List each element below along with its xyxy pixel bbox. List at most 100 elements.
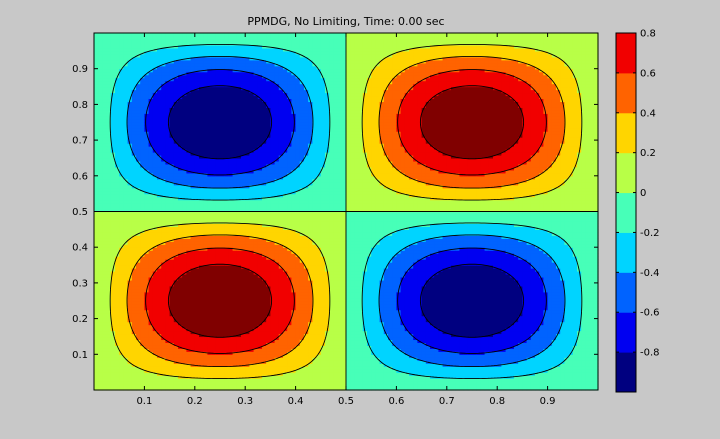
- contour-cell: [123, 107, 129, 111]
- contour-cell: [190, 315, 196, 320]
- contour-cell: [173, 47, 179, 52]
- contour-cell: [119, 259, 124, 263]
- contour-cell: [190, 202, 196, 207]
- contour-cell: [136, 235, 141, 239]
- contour-cell: [211, 211, 217, 216]
- contour-cell: [190, 250, 196, 254]
- contour-cell: [110, 53, 116, 58]
- contour-cell: [165, 169, 171, 174]
- contour-cell: [127, 56, 133, 61]
- contour-cell: [127, 113, 133, 117]
- contour-cell: [127, 62, 133, 67]
- contour-cell: [215, 303, 221, 308]
- contour-cell: [115, 184, 120, 189]
- contour-cell: [102, 238, 108, 242]
- contour-cell: [203, 273, 208, 278]
- contour-cell: [131, 342, 137, 346]
- contour-cell: [207, 35, 213, 40]
- contour-cell: [203, 92, 208, 97]
- contour-cell: [127, 92, 133, 97]
- contour-cell: [94, 306, 99, 311]
- contour-cell: [102, 146, 108, 150]
- contour-cell: [194, 330, 200, 335]
- contour-cell: [131, 279, 137, 284]
- contour-cell: [169, 181, 175, 186]
- contour-cell: [144, 265, 150, 269]
- contour-cell: [211, 229, 217, 233]
- contour-cell: [182, 184, 187, 189]
- contour-cell: [220, 33, 225, 37]
- contour-cell: [136, 116, 141, 120]
- contour-cell: [115, 229, 120, 233]
- contour-cell: [169, 378, 175, 382]
- contour-cell: [157, 104, 162, 108]
- contour-cell: [144, 83, 150, 88]
- contour-cell: [178, 205, 183, 210]
- contour-cell: [94, 152, 99, 156]
- contour-cell: [94, 140, 99, 144]
- contour-cell: [123, 86, 129, 91]
- contour-cell: [199, 372, 204, 376]
- contour-cell: [182, 348, 187, 352]
- contour-cell: [161, 330, 166, 335]
- contour-cell: [102, 110, 108, 114]
- contour-cell: [119, 276, 124, 281]
- contour-cell: [94, 330, 99, 335]
- contour-cell: [140, 342, 145, 346]
- contour-cell: [119, 250, 124, 254]
- contour-cell: [220, 387, 225, 391]
- contour-cell: [94, 381, 99, 385]
- contour-cell: [157, 202, 162, 207]
- contour-cell: [131, 160, 137, 165]
- contour-cell: [169, 271, 175, 275]
- contour-cell: [152, 104, 158, 108]
- contour-cell: [190, 369, 196, 373]
- contour-cell: [119, 119, 124, 123]
- contour-cell: [123, 309, 129, 314]
- contour-cell: [152, 241, 158, 245]
- contour-cell: [148, 154, 154, 159]
- contour-cell: [215, 297, 221, 302]
- contour-cell: [152, 154, 158, 159]
- contour-cell: [161, 214, 166, 219]
- contour-cell: [136, 354, 141, 358]
- contour-cell: [194, 33, 200, 37]
- contour-cell: [115, 256, 120, 260]
- contour-cell: [211, 196, 217, 201]
- contour-cell: [215, 381, 221, 385]
- contour-cell: [148, 339, 154, 343]
- contour-cell: [199, 95, 204, 100]
- contour-cell: [127, 279, 133, 284]
- contour-cell: [148, 101, 154, 105]
- contour-cell: [152, 71, 158, 76]
- contour-cell: [165, 33, 171, 37]
- contour-cell: [94, 211, 99, 216]
- contour-cell: [115, 157, 120, 162]
- contour-cell: [190, 104, 196, 108]
- contour-cell: [220, 282, 225, 287]
- contour-cell: [144, 241, 150, 245]
- contour-cell: [157, 336, 162, 341]
- contour-cell: [127, 375, 133, 379]
- contour-cell: [148, 128, 154, 132]
- contour-cell: [98, 193, 103, 198]
- contour-cell: [131, 324, 137, 329]
- contour-cell: [144, 89, 150, 94]
- contour-cell: [161, 256, 166, 260]
- contour-cell: [211, 259, 217, 263]
- contour-cell: [136, 375, 141, 379]
- contour-cell: [131, 35, 137, 40]
- contour-cell: [106, 149, 112, 153]
- contour-cell: [207, 193, 213, 198]
- contour-cell: [148, 149, 154, 153]
- contour-cell: [186, 154, 192, 159]
- contour-cell: [123, 375, 129, 379]
- contour-cell: [98, 273, 103, 278]
- contour-cell: [106, 77, 112, 82]
- contour-cell: [161, 339, 166, 343]
- contour-cell: [207, 149, 213, 153]
- contour-cell: [190, 378, 196, 382]
- contour-cell: [110, 140, 116, 144]
- contour-cell: [182, 101, 187, 105]
- contour-cell: [169, 291, 175, 296]
